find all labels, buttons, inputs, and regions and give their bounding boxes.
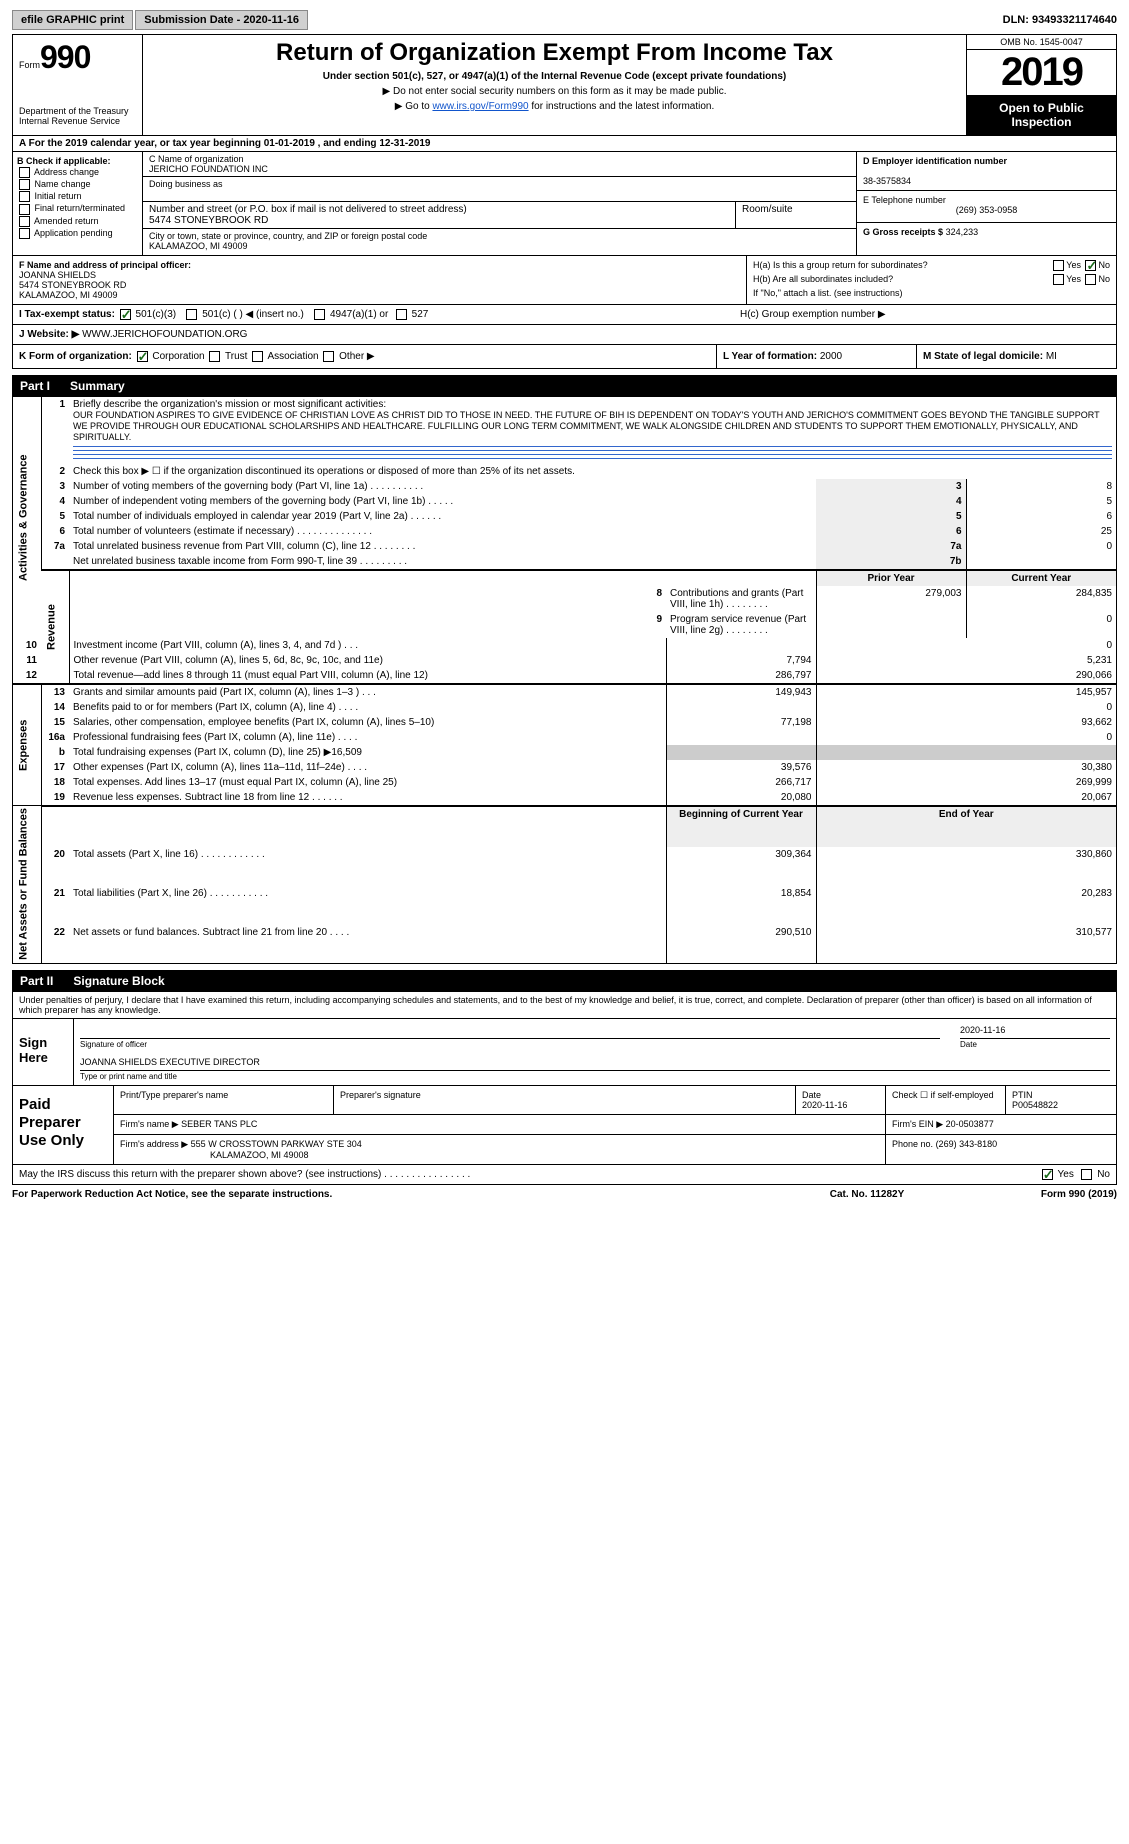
gross-receipts: 324,233: [946, 227, 979, 237]
form-footer: Form 990 (2019): [967, 1189, 1117, 1200]
part2-header: Part II Signature Block: [12, 970, 1117, 992]
row-h: H(a) Is this a group return for subordin…: [746, 256, 1116, 304]
header-note1: ▶ Do not enter social security numbers o…: [149, 86, 960, 97]
line7a-value: 0: [966, 539, 1116, 554]
firm-phone: (269) 343-8180: [936, 1139, 998, 1149]
corp-checkbox[interactable]: [137, 351, 148, 362]
527-checkbox[interactable]: [396, 309, 407, 320]
omb-number: OMB No. 1545-0047: [967, 35, 1116, 50]
initial-return-checkbox[interactable]: [19, 191, 30, 202]
assoc-checkbox[interactable]: [252, 351, 263, 362]
addr-change-checkbox[interactable]: [19, 167, 30, 178]
trust-checkbox[interactable]: [209, 351, 220, 362]
hb-no-checkbox[interactable]: [1085, 274, 1096, 285]
ha-yes-checkbox[interactable]: [1053, 260, 1064, 271]
row-k: K Form of organization: Corporation Trus…: [13, 345, 716, 368]
discuss-row: May the IRS discuss this return with the…: [12, 1165, 1117, 1185]
submission-date: Submission Date - 2020-11-16: [135, 10, 308, 30]
col-b: B Check if applicable: Address change Na…: [13, 152, 143, 255]
org-name: JERICHO FOUNDATION INC: [149, 164, 850, 174]
header-title-cell: Return of Organization Exempt From Incom…: [143, 35, 966, 135]
vtab-governance: Activities & Governance: [13, 397, 41, 638]
4947-checkbox[interactable]: [314, 309, 325, 320]
ha-no-checkbox[interactable]: [1085, 260, 1096, 271]
line5-value: 6: [966, 509, 1116, 524]
header-right: OMB No. 1545-0047 2019 Open to Public In…: [966, 35, 1116, 135]
other-checkbox[interactable]: [323, 351, 334, 362]
row-j: J Website: ▶ WWW.JERICHOFOUNDATION.ORG: [19, 329, 1110, 340]
firm-address: 555 W CROSSTOWN PARKWAY STE 304: [191, 1139, 362, 1149]
discuss-no-checkbox[interactable]: [1081, 1169, 1092, 1180]
name-change-checkbox[interactable]: [19, 179, 30, 190]
row-hc: H(c) Group exemption number ▶: [740, 309, 1110, 320]
row-f: F Name and address of principal officer:…: [13, 256, 746, 304]
efile-button[interactable]: efile GRAPHIC print: [12, 10, 133, 30]
vtab-expenses: Expenses: [13, 684, 41, 806]
cat-no: Cat. No. 11282Y: [767, 1189, 967, 1200]
officer-name: JOANNA SHIELDS EXECUTIVE DIRECTOR: [80, 1057, 1110, 1071]
dept-label: Department of the Treasury Internal Reve…: [19, 76, 136, 126]
final-return-checkbox[interactable]: [19, 204, 30, 215]
header-note2: ▶ Go to www.irs.gov/Form990 for instruct…: [149, 101, 960, 112]
firm-ein: 20-0503877: [946, 1119, 994, 1129]
irs-link[interactable]: www.irs.gov/Form990: [432, 101, 528, 112]
row-a: A For the 2019 calendar year, or tax yea…: [12, 136, 1117, 152]
tax-year: 2019: [967, 50, 1116, 95]
sign-here-label: Sign Here: [13, 1019, 73, 1085]
line4-value: 5: [966, 494, 1116, 509]
form-word: Form: [19, 60, 40, 70]
ptin: P00548822: [1012, 1100, 1058, 1110]
org-address: 5474 STONEYBROOK RD: [149, 215, 729, 226]
line6-value: 25: [966, 524, 1116, 539]
paid-preparer-label: Paid Preparer Use Only: [13, 1086, 113, 1164]
app-pending-checkbox[interactable]: [19, 228, 30, 239]
501c-checkbox[interactable]: [186, 309, 197, 320]
discuss-yes-checkbox[interactable]: [1042, 1169, 1053, 1180]
form-990: 990: [40, 39, 90, 75]
header-title: Return of Organization Exempt From Incom…: [149, 39, 960, 67]
row-i: I Tax-exempt status: 501(c)(3) 501(c) ( …: [19, 309, 740, 320]
telephone: (269) 353-0958: [863, 205, 1110, 215]
col-d: D Employer identification number38-35758…: [856, 152, 1116, 255]
header-subtitle: Under section 501(c), 527, or 4947(a)(1)…: [149, 71, 960, 82]
col-c: C Name of organization JERICHO FOUNDATIO…: [143, 152, 856, 255]
line3-value: 8: [966, 479, 1116, 494]
mission-text: OUR FOUNDATION ASPIRES TO GIVE EVIDENCE …: [73, 410, 1099, 442]
row-l: L Year of formation: 2000: [716, 345, 916, 368]
firm-name: SEBER TANS PLC: [181, 1119, 257, 1129]
hb-yes-checkbox[interactable]: [1053, 274, 1064, 285]
vtab-netassets: Net Assets or Fund Balances: [13, 806, 41, 963]
declaration: Under penalties of perjury, I declare th…: [12, 992, 1117, 1019]
open-to-public: Open to Public Inspection: [967, 95, 1116, 135]
vtab-revenue: Revenue: [41, 570, 69, 684]
row-m: M State of legal domicile: MI: [916, 345, 1116, 368]
dln: DLN: 93493321174640: [1003, 10, 1117, 30]
sig-date: 2020-11-16: [960, 1025, 1110, 1039]
form-number-cell: Form990 Department of the Treasury Inter…: [13, 35, 143, 135]
501c3-checkbox[interactable]: [120, 309, 131, 320]
part1-header: Part I Summary: [12, 375, 1117, 397]
pra-notice: For Paperwork Reduction Act Notice, see …: [12, 1189, 767, 1200]
amended-return-checkbox[interactable]: [19, 216, 30, 227]
website: WWW.JERICHOFOUNDATION.ORG: [82, 329, 247, 340]
ein: 38-3575834: [863, 176, 911, 186]
org-city: KALAMAZOO, MI 49009: [149, 241, 850, 251]
line7b-value: [966, 554, 1116, 570]
